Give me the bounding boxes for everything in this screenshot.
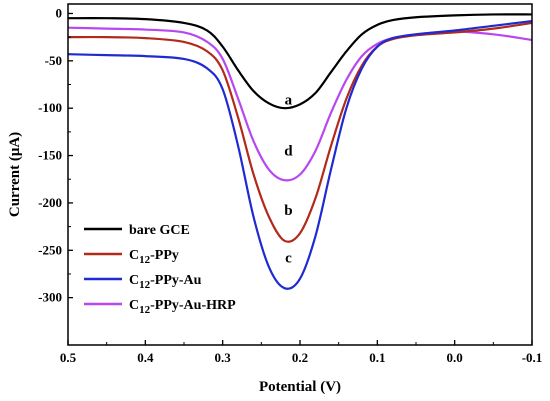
x-tick-label: 0.2 <box>292 350 308 365</box>
legend-label: C12-PPy <box>129 248 179 266</box>
y-tick-label: -150 <box>38 148 62 163</box>
y-tick-label: -250 <box>38 242 62 257</box>
x-tick-label: 0.4 <box>137 350 154 365</box>
x-tick-label: 0.5 <box>60 350 77 365</box>
series-line-a <box>67 13 533 110</box>
legend: bare GCE C12-PPy C12-PPy-Au C12-PPy-Au-HRP <box>84 223 236 316</box>
curve-label-c: c <box>285 251 292 267</box>
curve-labels: a b c d <box>284 92 293 266</box>
x-axis-title: Potential (V) <box>259 379 341 395</box>
x-tick-label: 0.0 <box>447 350 463 365</box>
tick-layer: 0.5 0.4 0.3 0.2 0.1 0.0 -0.1 0 -50 -100 -150 -200 -2… <box>38 5 542 365</box>
y-tick-label: 0 <box>56 5 63 20</box>
legend-label: C12-PPy-Au-HRP <box>129 298 236 316</box>
x-tick-label: -0.1 <box>522 350 543 365</box>
series-line-c <box>67 19 533 290</box>
legend-item: C12-PPy-Au <box>84 273 202 291</box>
x-tick-label: 0.3 <box>215 350 232 365</box>
legend-item: C12-PPy-Au-HRP <box>84 298 236 316</box>
y-tick-label: -100 <box>38 100 62 115</box>
x-tick-label: 0.1 <box>369 350 385 365</box>
curve-label-d: d <box>284 144 293 160</box>
legend-label: C12-PPy-Au <box>129 273 202 291</box>
legend-item: C12-PPy <box>84 248 179 266</box>
legend-item: bare GCE <box>84 223 190 238</box>
y-tick-label: -300 <box>38 290 62 305</box>
legend-label: bare GCE <box>129 223 190 238</box>
y-axis-title: Current (μA) <box>7 132 23 217</box>
curve-label-b: b <box>284 203 292 219</box>
series-layer <box>67 13 533 290</box>
y-tick-label: -200 <box>38 195 62 210</box>
y-tick-label: -50 <box>45 53 62 68</box>
curve-label-a: a <box>285 92 293 108</box>
